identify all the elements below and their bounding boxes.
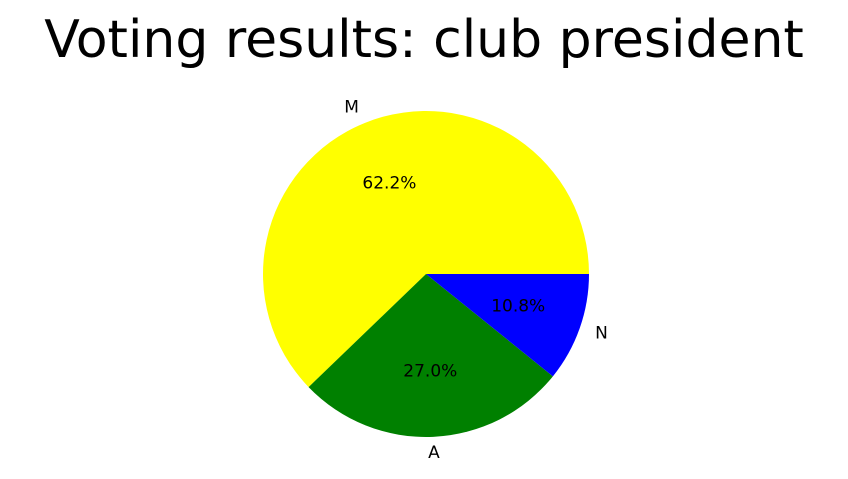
chart-title: Voting results: club president bbox=[44, 10, 804, 70]
pie-slice-a bbox=[308, 274, 553, 437]
slice-label-a: A bbox=[428, 443, 440, 463]
slice-label-m: M bbox=[344, 98, 359, 118]
slice-label-n: N bbox=[595, 324, 608, 344]
slice-percent-n: 10.8% bbox=[491, 297, 545, 317]
slice-percent-m: 62.2% bbox=[362, 173, 416, 193]
pie-slice-n bbox=[426, 274, 589, 377]
slice-percent-a: 27.0% bbox=[403, 362, 457, 382]
pie-slice-m bbox=[262, 110, 589, 388]
